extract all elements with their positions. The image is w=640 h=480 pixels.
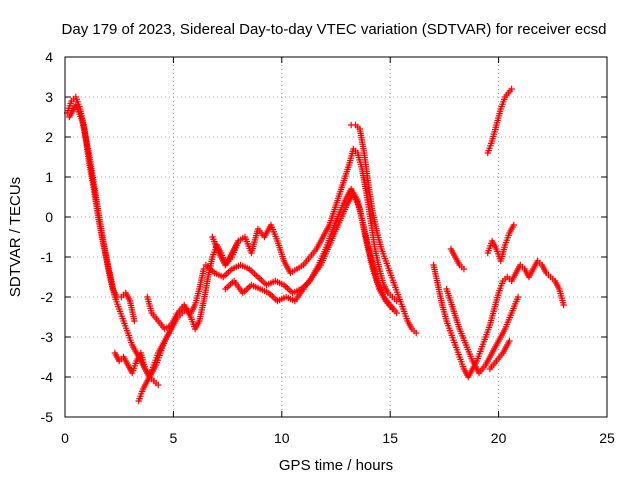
data-point-arc-14 bbox=[508, 85, 515, 93]
plot-frame bbox=[64, 56, 608, 418]
x-tick-label: 15 bbox=[382, 430, 398, 446]
data-point-arc-12 bbox=[460, 265, 468, 273]
y-tick-label: -1 bbox=[41, 249, 54, 265]
chart-title: Day 179 of 2023, Sidereal Day-to-day VTE… bbox=[62, 21, 607, 38]
y-tick-label: -3 bbox=[41, 329, 54, 345]
y-tick-label: 0 bbox=[45, 209, 53, 225]
data-point-arc-4 bbox=[200, 265, 207, 273]
axis-ticks: 0 5 10 15 20 25 -5 -4 -3 -2 -1 0 1 2 3 4 bbox=[41, 49, 615, 446]
y-axis-label: SDTVAR / TECUs bbox=[7, 177, 24, 297]
data-points bbox=[63, 85, 567, 405]
data-point-arc-1 bbox=[155, 381, 162, 389]
data-point-arc-9 bbox=[413, 329, 420, 337]
data-point-arc-8 bbox=[389, 305, 396, 313]
y-tick-label: -5 bbox=[41, 409, 54, 425]
y-tick-label: -2 bbox=[41, 289, 54, 305]
y-tick-label: 1 bbox=[45, 169, 53, 185]
gridlines bbox=[65, 57, 607, 417]
data-point-arc-2 bbox=[131, 317, 138, 325]
data-point-arc-10 bbox=[560, 301, 567, 309]
x-tick-label: 0 bbox=[61, 430, 69, 446]
data-point-arc-7 bbox=[393, 309, 400, 317]
y-tick-label: 2 bbox=[45, 129, 53, 145]
y-tick-label: -4 bbox=[41, 369, 54, 385]
y-tick-label: 4 bbox=[45, 49, 53, 65]
x-tick-label: 5 bbox=[170, 430, 178, 446]
data-point-arc-15 bbox=[506, 337, 513, 345]
x-tick-label: 20 bbox=[491, 430, 507, 446]
data-point-arc-13 bbox=[510, 221, 517, 229]
x-tick-label: 25 bbox=[599, 430, 615, 446]
y-tick-label: 3 bbox=[45, 89, 53, 105]
x-tick-label: 10 bbox=[274, 430, 290, 446]
data-point-arc-11 bbox=[514, 293, 522, 301]
x-axis-label: GPS time / hours bbox=[279, 457, 393, 474]
